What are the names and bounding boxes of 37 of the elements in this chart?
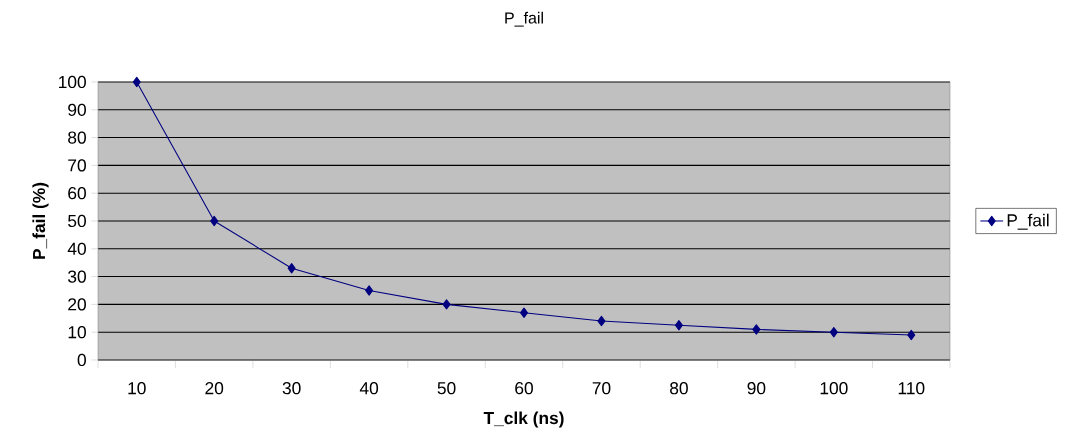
- x-tick-label: 30: [282, 382, 301, 395]
- point: [519, 307, 529, 318]
- x-tick-label: 60: [515, 382, 533, 395]
- y-tick-label: 60: [68, 187, 86, 200]
- point: [597, 315, 606, 327]
- y-tick-label: 70: [68, 159, 86, 172]
- point: [674, 320, 683, 331]
- y-tick-label: 90: [68, 103, 86, 116]
- point: [752, 324, 761, 335]
- x-tick-label: 10: [128, 382, 146, 395]
- x-tick-label: 80: [670, 382, 688, 395]
- x-tick-label: 40: [359, 382, 379, 395]
- point: [210, 215, 219, 227]
- y-tick-label: 40: [67, 242, 86, 255]
- x-tick-label: 20: [205, 382, 224, 395]
- point: [442, 299, 451, 310]
- point: [287, 263, 296, 274]
- point: [907, 329, 916, 341]
- point: [829, 326, 838, 338]
- y-axis-title: P_fail (%): [32, 182, 49, 259]
- x-tick-label: 70: [592, 382, 611, 395]
- y-tick-label: 100: [59, 75, 86, 89]
- x-tick-label: 90: [747, 382, 766, 395]
- x-axis-title: T_clk (ns): [483, 411, 564, 428]
- legend-label: P_fail: [1007, 213, 1049, 230]
- x-tick-label: 100: [820, 382, 848, 395]
- x-tick-label: 50: [437, 382, 456, 395]
- chart-title: P_fail: [505, 11, 543, 27]
- y-tick-label: 0: [77, 353, 86, 367]
- point: [365, 285, 374, 296]
- x-tick-label: 110: [898, 382, 925, 395]
- y-tick-label: 30: [68, 270, 86, 283]
- y-tick-label: 10: [68, 326, 86, 339]
- y-tick-label: 80: [68, 131, 86, 144]
- point: [132, 76, 141, 88]
- y-tick-label: 20: [68, 298, 86, 311]
- y-tick-label: 50: [68, 214, 86, 228]
